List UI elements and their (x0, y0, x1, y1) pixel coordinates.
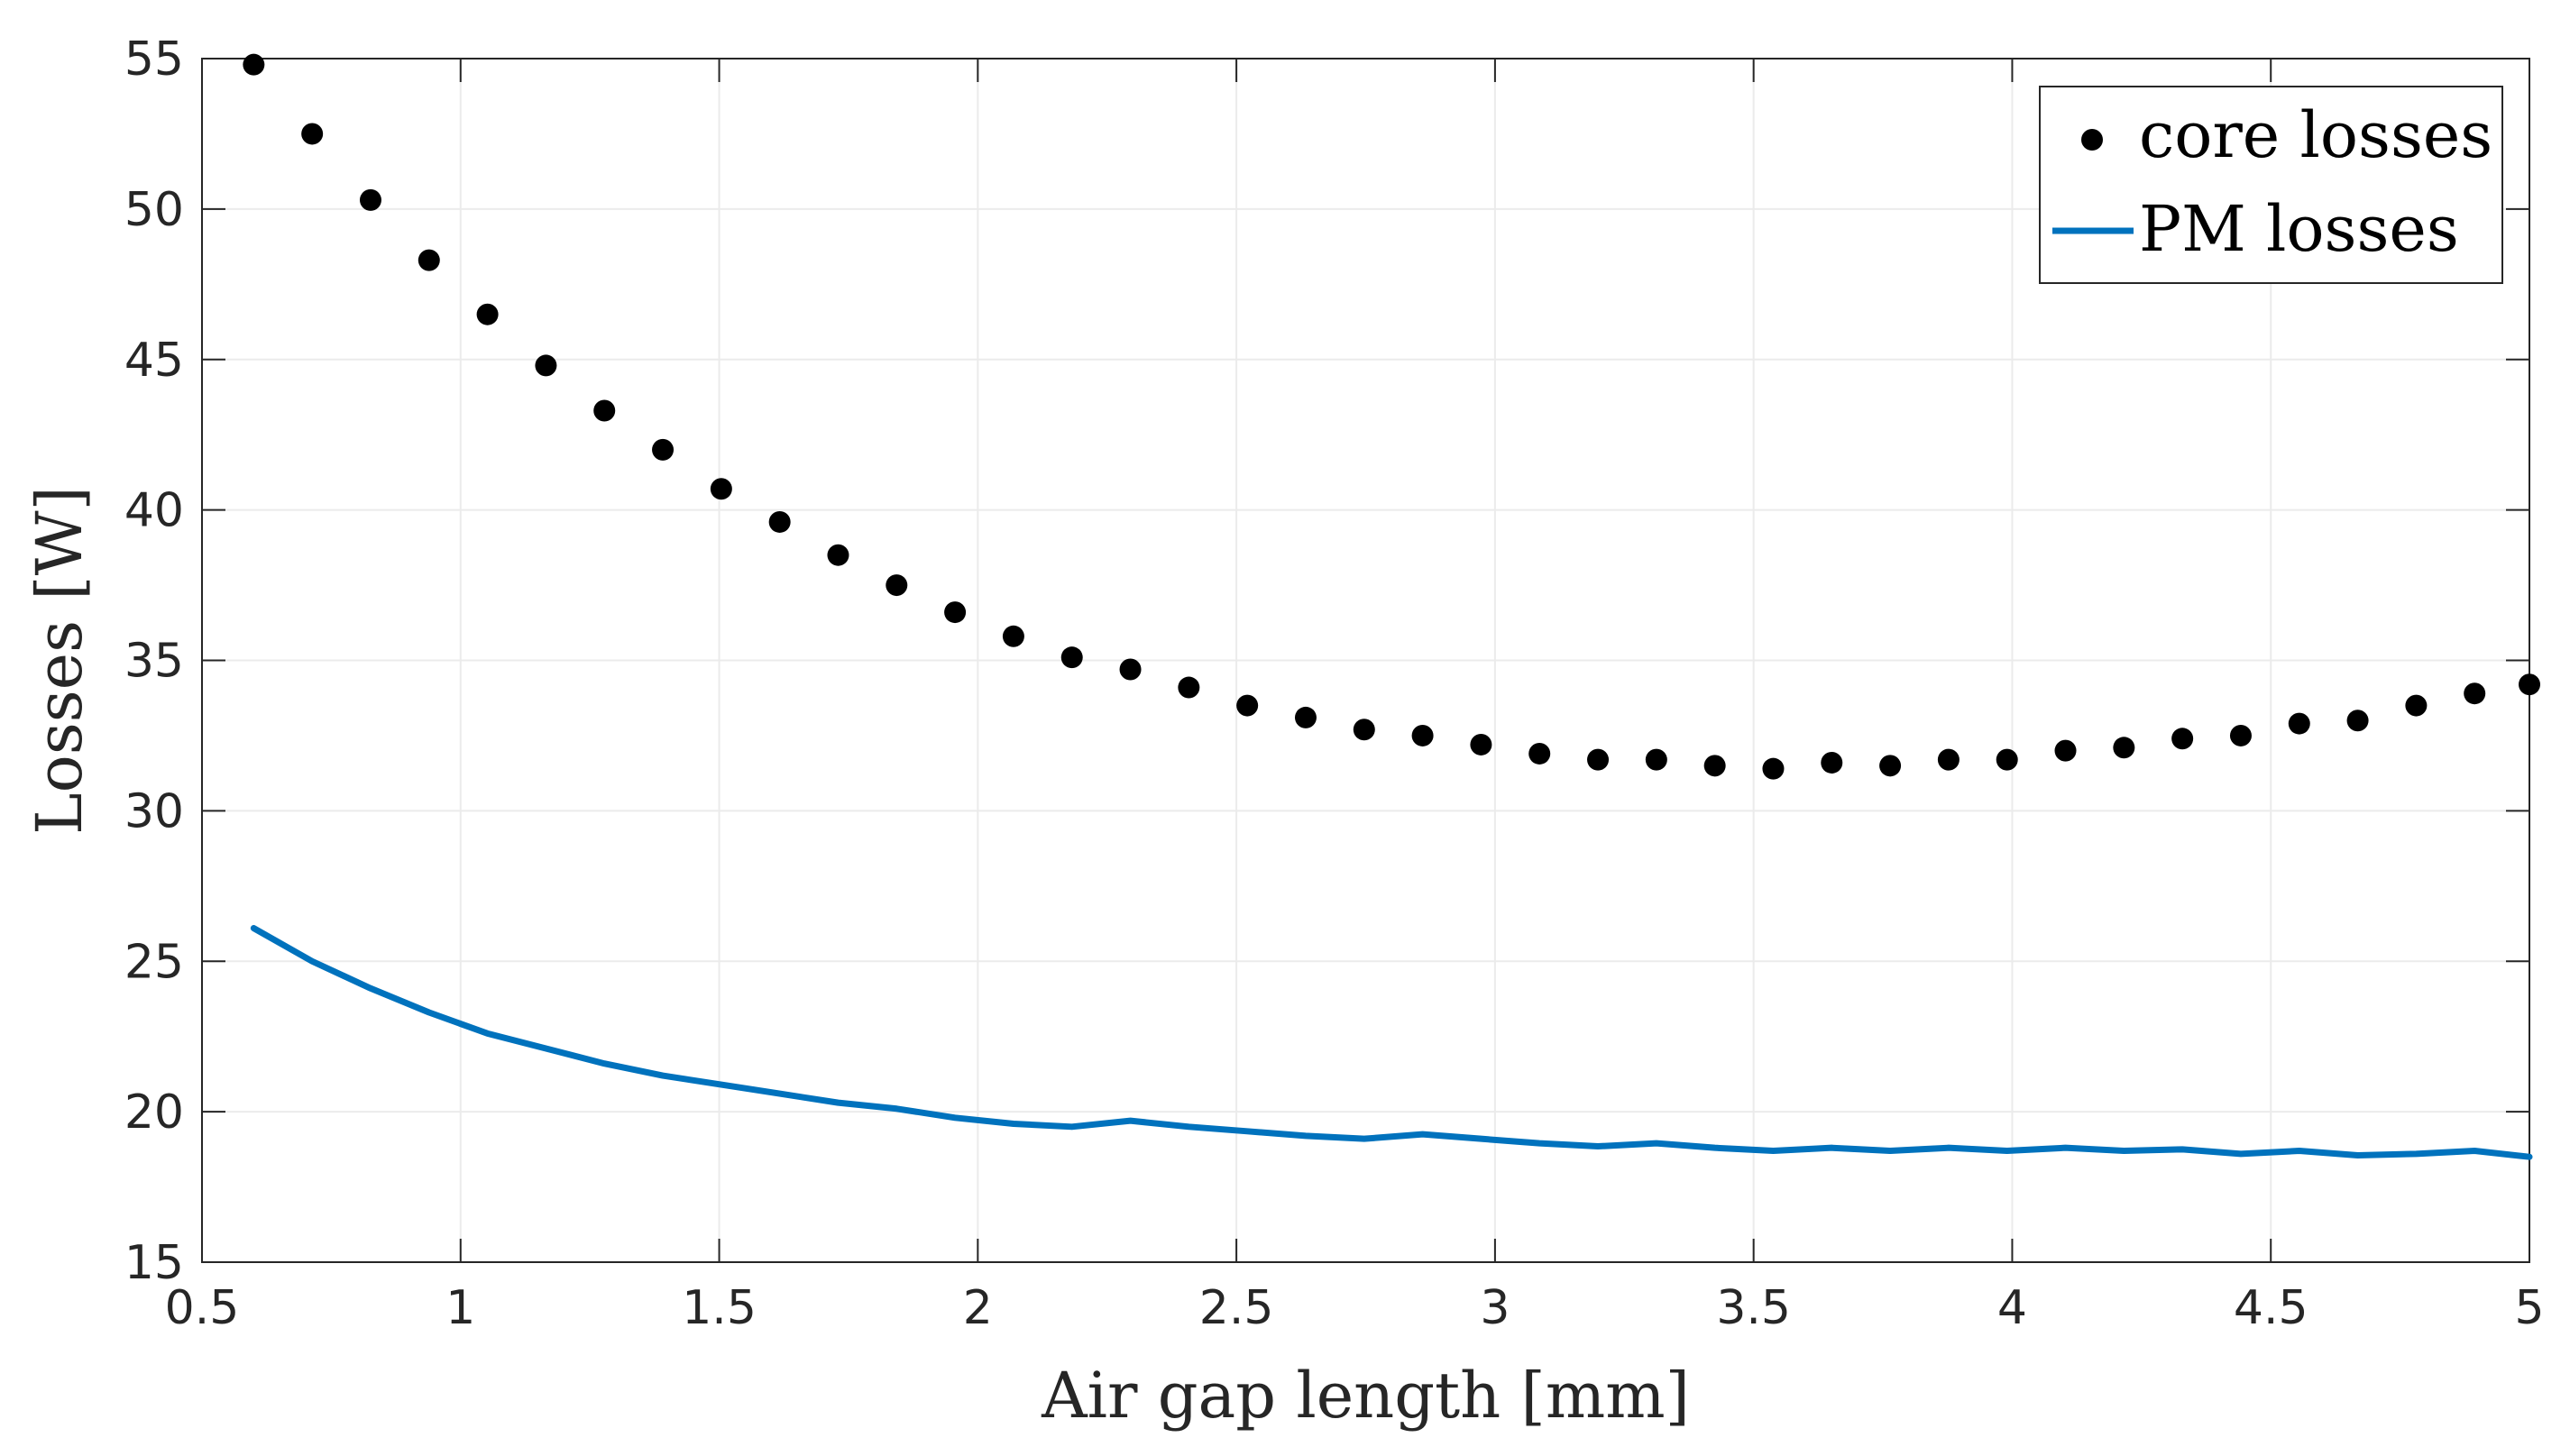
core-losses-point (535, 354, 557, 377)
x-tick-label: 4 (1997, 1281, 2027, 1335)
core-losses-point (1879, 755, 1902, 777)
x-tick-label: 3 (1480, 1281, 1510, 1335)
core-losses-point (1353, 719, 1375, 741)
x-tick-label: 3.5 (1716, 1281, 1791, 1335)
x-tick-label: 1.5 (682, 1281, 757, 1335)
y-tick-label: 40 (124, 484, 184, 538)
core-losses-point (1996, 748, 2018, 771)
core-losses-point (301, 123, 324, 145)
core-losses-point (476, 303, 499, 325)
core-losses-point (1236, 694, 1259, 717)
legend-label-core-losses: core losses (2139, 98, 2492, 172)
core-losses-point (1178, 676, 1200, 699)
core-losses-point (2113, 737, 2135, 759)
core-losses-point (1703, 755, 1726, 777)
core-losses-point (768, 510, 791, 533)
core-losses-point (1762, 757, 1785, 780)
core-losses-point (1060, 646, 1083, 669)
core-losses-point (1821, 751, 1843, 774)
core-losses-point (944, 601, 967, 624)
y-tick-label: 30 (124, 784, 184, 838)
core-losses-point (1528, 742, 1551, 765)
core-losses-point (418, 249, 440, 271)
core-losses-point (2288, 712, 2310, 735)
core-losses-point (2519, 673, 2540, 696)
core-losses-point (2405, 694, 2428, 717)
y-tick-label: 20 (124, 1085, 184, 1140)
core-losses-point (710, 478, 732, 500)
core-losses-point (2464, 682, 2486, 705)
x-axis-title: Air gap length [mm] (1041, 1359, 1690, 1433)
core-losses-point (652, 438, 675, 461)
core-losses-point (1294, 706, 1317, 728)
legend-marker-core-losses (2081, 129, 2103, 151)
core-losses-point (1937, 748, 1960, 771)
x-tick-label: 2.5 (1199, 1281, 1274, 1335)
core-losses-point (2171, 728, 2194, 750)
legend-box (2039, 86, 2503, 284)
series (243, 53, 2540, 1160)
y-tick-label: 35 (124, 635, 184, 689)
y-tick-label: 55 (124, 32, 184, 87)
core-losses-point (827, 544, 849, 566)
x-tick-label: 1 (445, 1281, 475, 1335)
core-losses-point (1002, 625, 1024, 647)
x-tick-label: 0.5 (165, 1281, 240, 1335)
axes: 0.5 1 1.5 2 2.5 3 3.5 4 4.5 5 15 20 25 30 35 40 45 50 55 (124, 32, 2545, 1335)
pm-losses-line (250, 925, 2533, 1160)
y-tick-label: 45 (124, 334, 184, 388)
y-tick-label: 15 (124, 1236, 184, 1290)
core-losses-point (1587, 748, 1610, 771)
y-tick-label: 25 (124, 935, 184, 989)
core-losses-point (1119, 658, 1142, 681)
core-losses-point (1645, 748, 1667, 771)
y-axis-title: Losses [W] (23, 486, 96, 835)
core-losses-point (359, 188, 381, 211)
series-core-losses (243, 53, 2540, 780)
core-losses-point (593, 399, 616, 422)
x-tick-label: 5 (2514, 1281, 2544, 1335)
core-losses-point (2346, 710, 2369, 732)
legend: core losses PM losses (2039, 86, 2503, 284)
core-losses-point (2229, 724, 2252, 746)
x-tick-label: 4.5 (2234, 1281, 2308, 1335)
core-losses-point (2054, 739, 2077, 762)
legend-label-pm-losses: PM losses (2139, 192, 2459, 266)
core-losses-point (1411, 724, 1434, 746)
y-tick-label: 50 (124, 183, 184, 237)
x-tick-label: 2 (963, 1281, 993, 1335)
series-pm-losses (250, 925, 2533, 1160)
core-losses-point (1470, 733, 1492, 755)
core-losses-point (243, 53, 265, 76)
core-losses-point (886, 574, 908, 597)
